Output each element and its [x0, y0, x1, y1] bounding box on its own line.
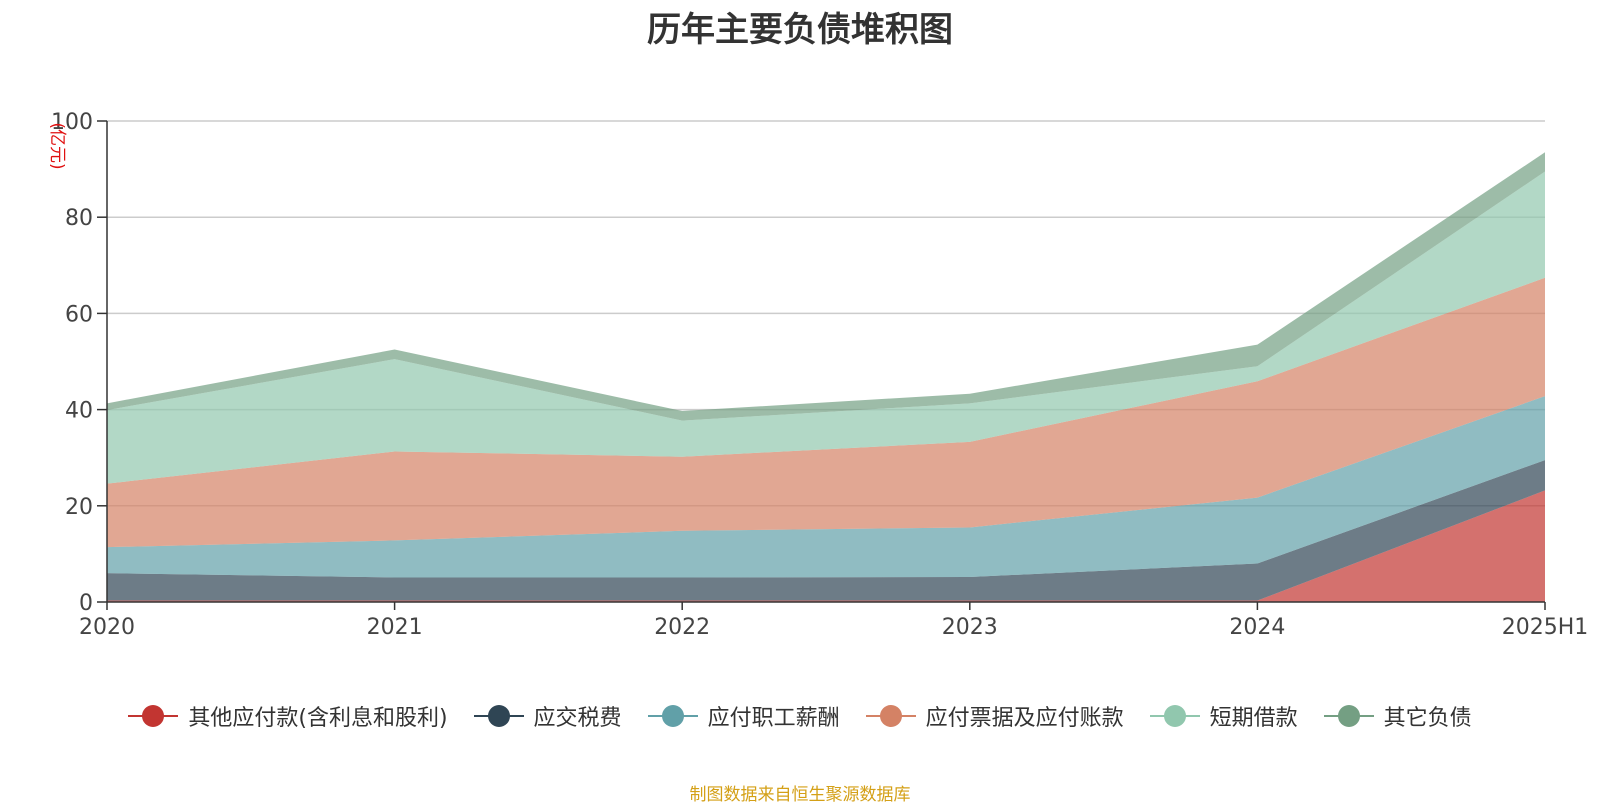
legend-label: 应付职工薪酬 [707, 706, 840, 731]
axes: 0 20 40 60 80 100 2020 2021 2022 2023 2024 2025H1 (亿… [47, 110, 1588, 640]
x-tick-label: 2025H1 [1502, 615, 1589, 640]
legend-item[interactable]: 应交税费 [473, 700, 622, 732]
y-axis-unit-label: (亿元) [47, 122, 67, 169]
legend-label: 其它负债 [1383, 706, 1472, 731]
legend-label: 短期借款 [1209, 706, 1298, 731]
legend-label: 应付票据及应付账款 [925, 706, 1124, 731]
y-tick-label: 80 [65, 206, 93, 231]
legend-marker-icon [128, 704, 179, 728]
y-tick-label: 20 [65, 495, 93, 520]
area-series-1 [107, 460, 1545, 601]
legend-dot [142, 705, 165, 727]
area-series-3 [107, 277, 1545, 548]
x-tick-label: 2020 [79, 615, 135, 640]
legend-marker-icon [1149, 704, 1200, 728]
chart-svg: 0 20 40 60 80 100 2020 2021 2022 2023 2024 2025H1 (亿… [47, 110, 1588, 640]
y-tick-label: 0 [79, 591, 93, 616]
legend-dot [1337, 705, 1360, 727]
legend-marker-icon [865, 704, 916, 728]
legend-item[interactable]: 应付职工薪酬 [647, 700, 840, 732]
chart-title: 历年主要负债堆积图 [647, 10, 953, 50]
area-series-2 [107, 396, 1545, 578]
legend-item[interactable]: 应付票据及应付账款 [865, 700, 1124, 732]
x-tick-label: 2024 [1229, 615, 1285, 640]
legend-item[interactable]: 短期借款 [1149, 700, 1298, 732]
legend-item[interactable]: 其他应付款(含利息和股利) [128, 700, 448, 732]
legend-dot [1163, 705, 1186, 727]
legend-marker-icon [1323, 704, 1374, 728]
data-source-note: 制图数据来自恒生聚源数据库 [689, 785, 911, 805]
y-tick-label: 60 [65, 302, 93, 327]
x-tick-label: 2022 [654, 615, 710, 640]
stacked-areas [107, 152, 1545, 602]
legend-item[interactable]: 其它负债 [1323, 700, 1472, 732]
area-series-4 [107, 171, 1545, 484]
x-tick-label: 2021 [367, 615, 423, 640]
legend-dot [661, 705, 684, 727]
legend-label: 其他应付款(含利息和股利) [188, 706, 448, 731]
legend-marker-icon [647, 704, 698, 728]
x-tick-label: 2023 [942, 615, 998, 640]
legend-dot [879, 705, 902, 727]
legend-dot [487, 705, 510, 727]
legend-label: 应交税费 [533, 706, 622, 731]
area-series-0 [107, 490, 1545, 602]
legend-marker-icon [473, 704, 524, 728]
legend: 其他应付款(含利息和股利) 应交税费 应付职工薪酬 应付票据及应付账款 短期借款 其它负债 [0, 700, 1600, 732]
y-tick-label: 40 [65, 399, 93, 424]
y-tick-label: 100 [51, 110, 93, 135]
